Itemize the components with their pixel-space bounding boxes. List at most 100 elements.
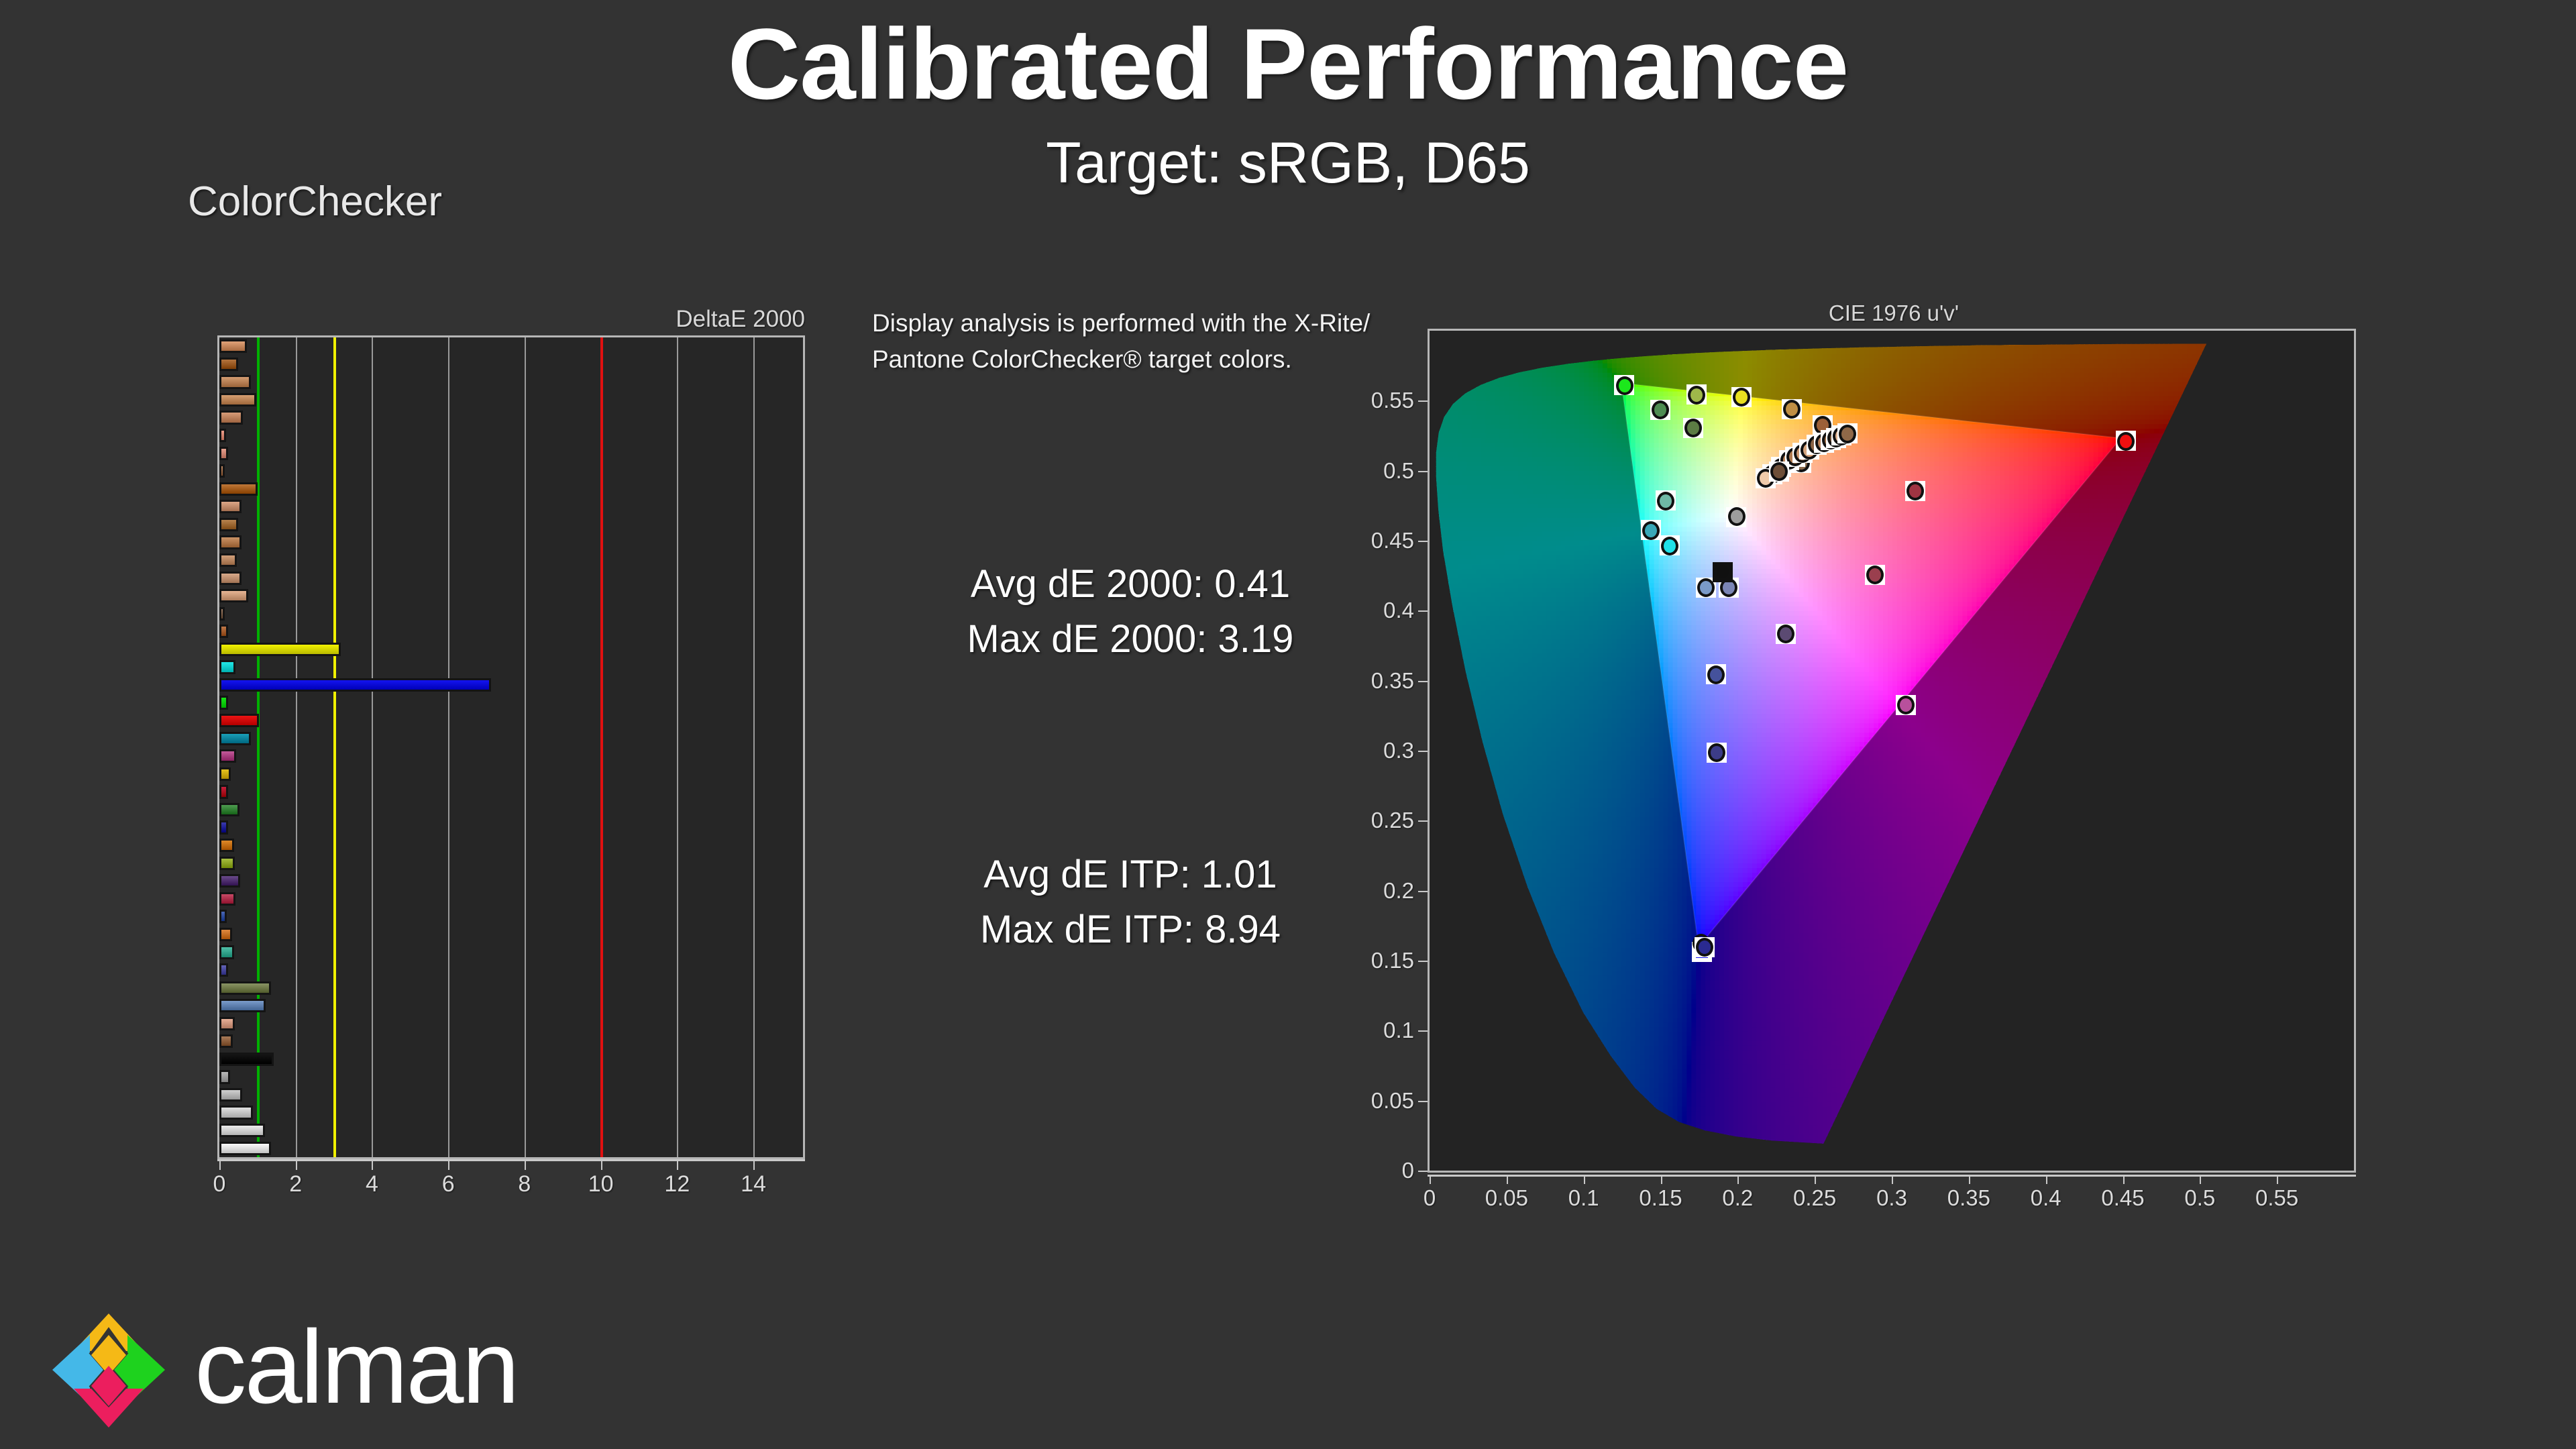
deltae-x-tick [600,1159,602,1170]
cie-measured-dot [1688,385,1706,405]
center-column: Display analysis is performed with the X… [872,305,1389,378]
deltae-bar-row [219,500,803,514]
deltae-bar-row [219,1124,803,1138]
deltae-bar [219,1141,272,1155]
deltae-gridline [524,337,526,1157]
deltae-gridline [372,337,374,1157]
deltae-bar-row [219,999,803,1013]
cie-measured-dot [1839,424,1857,443]
deltae-x-tick-label: 10 [588,1171,614,1197]
deltae-gridline [677,337,679,1157]
deltae-bar [219,927,233,942]
cie-y-tick-label: 0.5 [1383,458,1414,484]
deltae-bar-row [219,678,803,692]
metrics-de2000: Avg dE 2000: 0.41 Max dE 2000: 3.19 [872,557,1389,667]
cie-point-blue-sat [1703,661,1729,688]
deltae-bar-row [219,981,803,995]
cie-x-tick [1430,1175,1431,1184]
cie-y-tick-label: 0.25 [1371,808,1414,833]
cie-x-tick-label: 0.45 [2101,1185,2144,1211]
cie-measured-dot [1660,536,1678,555]
cie-spectral-locus [1436,343,2206,1144]
cie-y-tick-label: 0.05 [1371,1088,1414,1114]
cie-point-red [2112,427,2139,454]
cie-x-tick [2123,1175,2125,1184]
cie-point-black [1709,559,1736,586]
cie-y-axis: 0 0.05 0.1 0.15 0.2 0.25 0.3 0.35 0.4 0.45 0.5 0.55 [1371,329,1428,1183]
deltae-bar [219,339,247,354]
deltae-bar-row [219,874,803,888]
deltae-bar [219,464,225,478]
deltae-x-tick [372,1159,374,1170]
deltae-bar-row [219,785,803,799]
cie-x-tick [1815,1175,1817,1184]
cie-x-tick [2045,1175,2047,1184]
cie-y-tick [1418,1030,1428,1032]
cie-x-tick [2277,1175,2279,1184]
calman-wordmark: calman [195,1315,520,1419]
cie-point-bluish-green [1652,487,1679,514]
deltae-bar [219,820,228,835]
deltae-x-tick [524,1159,526,1170]
deltae-bar-row [219,429,803,443]
deltae-bar [219,731,251,745]
deltae-x-tick-label: 4 [366,1171,378,1197]
cie-measured-dot [2116,431,2135,451]
cie-point-orange-yellow [1778,396,1805,423]
deltae-bar [219,1070,230,1084]
cie-point-green [1611,372,1638,398]
cie-y-tick-label: 0.35 [1371,668,1414,694]
deltae-bar-row [219,963,803,977]
cie-measured-dot [1732,387,1750,407]
cie-point-violet [1703,739,1730,766]
deltae-bar [219,429,227,443]
metrics-deitp: Avg dE ITP: 1.01 Max dE ITP: 8.94 [872,847,1389,958]
cie-point-magenta [1892,692,1919,718]
deltae-x-tick-label: 12 [664,1171,690,1197]
cie-y-tick-label: 0 [1402,1158,1414,1183]
deltae-bar [219,357,239,371]
cie-x-tick [1892,1175,1893,1184]
cie-y-tick-label: 0.4 [1383,598,1414,623]
deltae-gridline [448,337,450,1157]
deltae-bar-row [219,660,803,674]
deltae-bar-row [219,1106,803,1120]
cie-point-green-dark [1647,396,1674,423]
cie-x-tick [1583,1175,1585,1184]
deltae-x-tick [295,1159,297,1170]
deltae-bar-row [219,392,803,407]
cie-measured-dot [1866,566,1884,585]
avg-de2000-value: Avg dE 2000: 0.41 [872,557,1389,612]
deltae-x-tick [219,1159,221,1170]
deltae-bar-row [219,714,803,728]
deltae-bar [219,1124,266,1138]
deltae-x-tick-label: 6 [442,1171,455,1197]
cie-x-tick [1737,1175,1739,1184]
cie-y-tick [1418,961,1428,962]
deltae-bar [219,945,234,959]
deltae-bar [219,999,266,1013]
calman-diamond-logo [52,1313,165,1428]
deltae-bar [219,856,235,870]
deltae-bar [219,785,228,799]
cie-x-tick [1660,1175,1662,1184]
deltae-bar-row [219,517,803,532]
deltae-chart-panel: DeltaE 2000 0 2 4 6 8 10 12 14 [213,306,805,1197]
cie-y-tick [1418,751,1428,752]
cie-y-tick-label: 0.45 [1371,528,1414,553]
cie-gamut-graphic [1436,343,2206,1144]
deltae-bar [219,553,237,568]
deltae-x-tick [753,1159,755,1170]
cie-x-tick-label: 0.2 [1722,1185,1753,1211]
calman-logo: calman [42,1303,672,1437]
deltae-bar [219,500,241,514]
page-subtitle: Target: sRGB, D65 [0,134,2576,192]
cie-measured-dot [1695,938,1713,957]
cie-measured-dot [1707,743,1725,763]
deltae-bar [219,589,249,603]
deltae-bar-row [219,856,803,870]
deltae-x-tick-label: 8 [518,1171,531,1197]
deltae-bar-row [219,411,803,425]
cie-point-moderate-red [1862,561,1888,588]
